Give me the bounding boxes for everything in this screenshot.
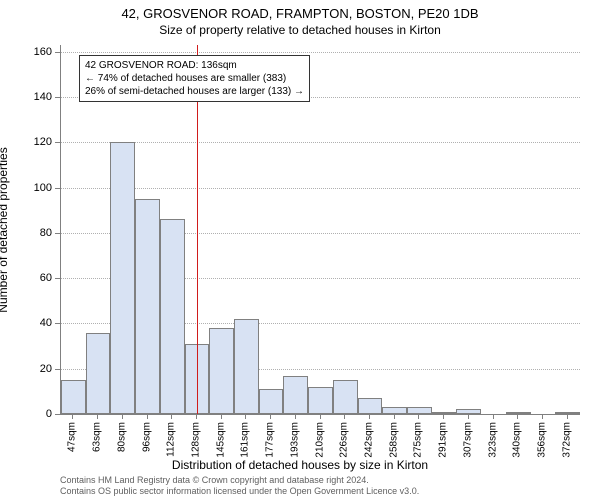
xtick-mark: [369, 414, 370, 419]
histogram-bar: [110, 142, 135, 414]
ytick-mark: [55, 323, 60, 324]
xtick-mark: [468, 414, 469, 419]
xtick-mark: [196, 414, 197, 419]
chart-title-line1: 42, GROSVENOR ROAD, FRAMPTON, BOSTON, PE…: [0, 6, 600, 21]
ytick-label: 20: [0, 363, 52, 375]
xtick-label: 307sqm: [462, 422, 473, 458]
chart-container: 42, GROSVENOR ROAD, FRAMPTON, BOSTON, PE…: [0, 0, 600, 500]
ytick-label: 0: [0, 408, 52, 420]
xtick-mark: [171, 414, 172, 419]
histogram-bar: [259, 389, 284, 414]
xtick-label: 291sqm: [438, 422, 449, 458]
histogram-bar: [283, 376, 308, 414]
xtick-label: 340sqm: [512, 422, 523, 458]
xtick-label: 47sqm: [67, 422, 78, 452]
annotation-line3: 26% of semi-detached houses are larger (…: [85, 85, 304, 98]
xtick-mark: [517, 414, 518, 419]
xtick-label: 63sqm: [92, 422, 103, 452]
annotation-line2: ← 74% of detached houses are smaller (38…: [85, 72, 304, 85]
histogram-bar: [160, 219, 185, 414]
xtick-mark: [394, 414, 395, 419]
xtick-label: 323sqm: [487, 422, 498, 458]
ytick-mark: [55, 142, 60, 143]
xtick-label: 275sqm: [413, 422, 424, 458]
ytick-mark: [55, 414, 60, 415]
xtick-label: 242sqm: [363, 422, 374, 458]
xtick-label: 258sqm: [388, 422, 399, 458]
xtick-mark: [320, 414, 321, 419]
gridline: [61, 52, 580, 53]
xtick-mark: [493, 414, 494, 419]
xtick-label: 177sqm: [265, 422, 276, 458]
ytick-label: 140: [0, 91, 52, 103]
ytick-label: 100: [0, 182, 52, 194]
ytick-mark: [55, 278, 60, 279]
ytick-label: 40: [0, 317, 52, 329]
footer-line2: Contains OS public sector information li…: [60, 486, 419, 497]
xtick-label: 226sqm: [339, 422, 350, 458]
footer-line1: Contains HM Land Registry data © Crown c…: [60, 475, 419, 486]
xtick-label: 145sqm: [215, 422, 226, 458]
xtick-label: 356sqm: [536, 422, 547, 458]
ytick-label: 160: [0, 46, 52, 58]
ytick-mark: [55, 369, 60, 370]
xtick-mark: [245, 414, 246, 419]
histogram-bar: [234, 319, 259, 414]
gridline: [61, 188, 580, 189]
xtick-label: 210sqm: [314, 422, 325, 458]
xtick-mark: [221, 414, 222, 419]
histogram-bar: [61, 380, 86, 414]
xtick-mark: [295, 414, 296, 419]
xtick-label: 372sqm: [561, 422, 572, 458]
histogram-bar: [407, 407, 432, 414]
xtick-label: 112sqm: [166, 422, 177, 457]
histogram-bar: [333, 380, 358, 414]
xtick-label: 128sqm: [190, 422, 201, 458]
x-axis-label: Distribution of detached houses by size …: [0, 458, 600, 472]
histogram-bar: [135, 199, 160, 414]
ytick-mark: [55, 52, 60, 53]
chart-title-line2: Size of property relative to detached ho…: [0, 23, 600, 37]
xtick-mark: [147, 414, 148, 419]
xtick-mark: [97, 414, 98, 419]
ytick-label: 80: [0, 227, 52, 239]
xtick-mark: [567, 414, 568, 419]
histogram-bar: [382, 407, 407, 414]
xtick-mark: [72, 414, 73, 419]
ytick-mark: [55, 233, 60, 234]
xtick-label: 80sqm: [116, 422, 127, 452]
gridline: [61, 142, 580, 143]
xtick-label: 193sqm: [289, 422, 300, 458]
xtick-mark: [443, 414, 444, 419]
annotation-box: 42 GROSVENOR ROAD: 136sqm ← 74% of detac…: [79, 55, 310, 102]
ytick-mark: [55, 188, 60, 189]
plot-area: 42 GROSVENOR ROAD: 136sqm ← 74% of detac…: [60, 45, 580, 415]
ytick-label: 60: [0, 272, 52, 284]
xtick-label: 161sqm: [240, 422, 251, 458]
ytick-mark: [55, 97, 60, 98]
xtick-mark: [418, 414, 419, 419]
ytick-label: 120: [0, 136, 52, 148]
xtick-mark: [542, 414, 543, 419]
footer-attribution: Contains HM Land Registry data © Crown c…: [60, 475, 419, 497]
histogram-bar: [86, 333, 111, 414]
xtick-mark: [270, 414, 271, 419]
xtick-label: 96sqm: [141, 422, 152, 452]
xtick-mark: [122, 414, 123, 419]
histogram-bar: [209, 328, 234, 414]
xtick-mark: [344, 414, 345, 419]
annotation-line1: 42 GROSVENOR ROAD: 136sqm: [85, 59, 304, 72]
histogram-bar: [308, 387, 333, 414]
histogram-bar: [358, 398, 383, 414]
